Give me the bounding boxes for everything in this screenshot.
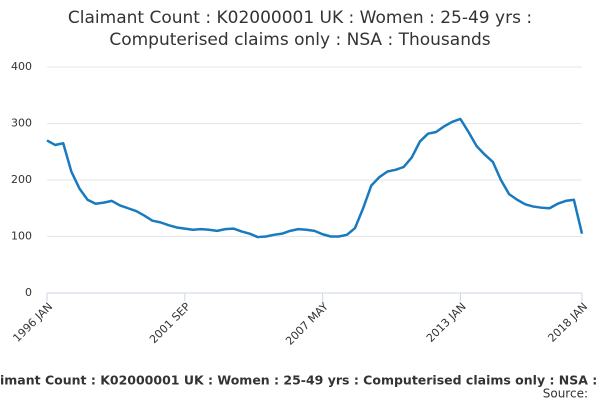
footer-title: imant Count : K02000001 UK : Women : 25-… xyxy=(0,373,600,388)
y-tick-label: 0 xyxy=(25,286,32,299)
x-tick-label: 1996 JAN xyxy=(10,300,55,345)
source: Source: xyxy=(543,387,588,400)
chart-title: Claimant Count : K02000001 UK : Women : … xyxy=(68,8,532,28)
y-tick-label: 300 xyxy=(11,117,32,130)
x-tick-label: 2018 JAN xyxy=(545,300,590,345)
x-tick-label: 2013 JAN xyxy=(424,300,469,345)
x-tick-label: 2007 MAY xyxy=(283,300,331,348)
data-line xyxy=(46,117,584,239)
chart-title: Computerised claims only : NSA : Thousan… xyxy=(109,30,490,50)
y-tick-label: 400 xyxy=(11,60,32,73)
y-tick-label: 200 xyxy=(11,173,32,186)
y-tick-label: 100 xyxy=(11,230,32,243)
x-tick-label: 2001 SEP xyxy=(147,300,193,346)
